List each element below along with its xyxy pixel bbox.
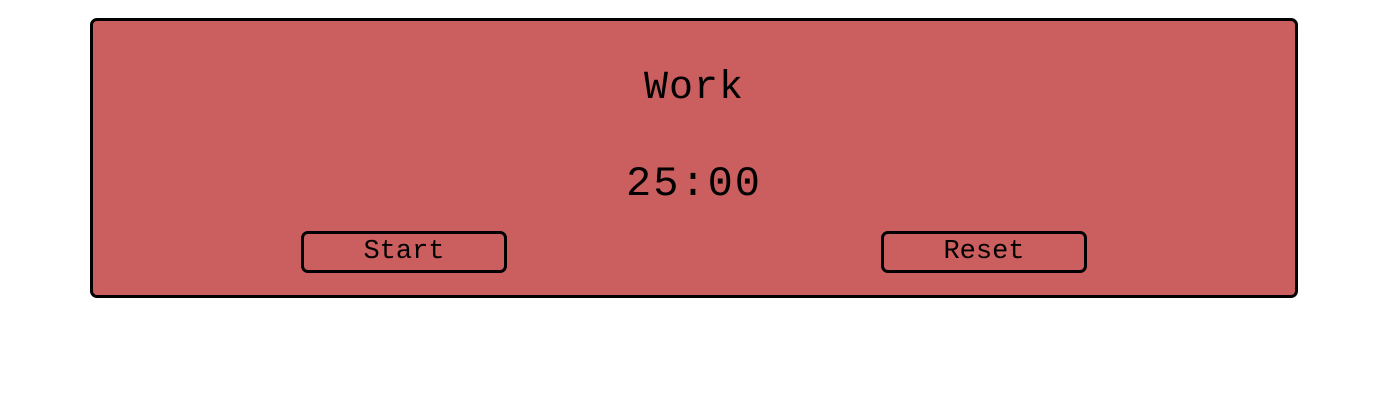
- reset-button[interactable]: Reset: [881, 231, 1087, 273]
- timer-countdown-display: 25:00: [625, 160, 763, 208]
- timer-mode-title: Work: [643, 66, 744, 111]
- start-button[interactable]: Start: [301, 231, 507, 273]
- pomodoro-timer-panel: Work 25:00 Start Reset: [90, 18, 1298, 298]
